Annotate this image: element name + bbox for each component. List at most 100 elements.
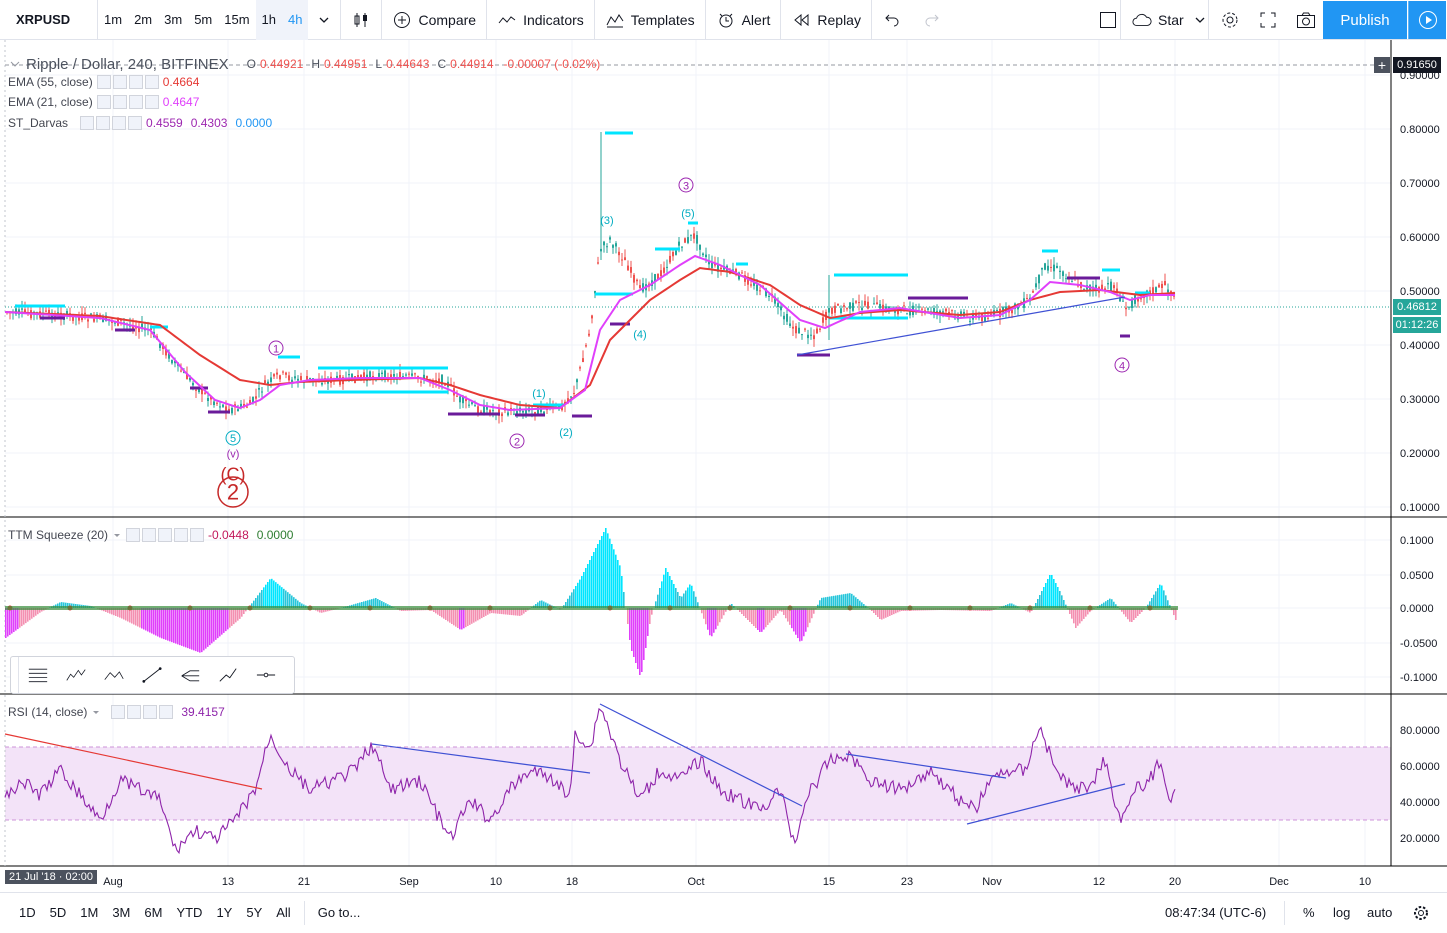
series-title[interactable]: Ripple / Dollar, 240, BITFINEX (26, 56, 229, 73)
candle-body (804, 329, 806, 330)
redo-button[interactable] (912, 0, 952, 40)
squeeze-bar (643, 608, 645, 660)
candle-body (780, 306, 782, 310)
collapse-icon[interactable] (8, 54, 22, 74)
compare-button[interactable]: Compare (382, 0, 486, 40)
timeframe-2m[interactable]: 2m (128, 0, 158, 40)
elliott-correction-tool[interactable] (95, 657, 133, 693)
candle-body (93, 319, 95, 322)
undo-button[interactable] (872, 0, 912, 40)
ema21-label[interactable]: EMA (21, close) (8, 95, 93, 109)
legend-buttons[interactable] (80, 116, 142, 130)
timeframe-4h[interactable]: 4h (282, 0, 308, 40)
chart-style-button[interactable] (341, 0, 381, 40)
range-1y[interactable]: 1Y (209, 893, 239, 933)
range-3m[interactable]: 3M (105, 893, 137, 933)
range-5d[interactable]: 5D (43, 893, 74, 933)
squeeze-bar (133, 608, 135, 625)
symbol-search[interactable]: XRPUSD (0, 0, 98, 40)
squeeze-bar (761, 608, 763, 632)
templates-button[interactable]: Templates (595, 0, 705, 40)
clock[interactable]: 08:47:34 (UTC-6) (1158, 893, 1273, 933)
pitchfork-icon (180, 665, 200, 685)
indicator-wave-icon (497, 10, 517, 30)
play-button[interactable] (1408, 1, 1446, 39)
time-tick-label: 10 (490, 876, 502, 888)
squeeze-bar (7, 608, 9, 637)
range-6m[interactable]: 6M (137, 893, 169, 933)
legend-buttons[interactable] (97, 95, 159, 109)
ema55-label[interactable]: EMA (55, close) (8, 75, 93, 89)
squeeze-bar (187, 608, 189, 648)
horizontal-ray-tool[interactable] (247, 657, 285, 693)
legend-buttons[interactable] (111, 705, 173, 719)
timeframe-1m[interactable]: 1m (98, 0, 128, 40)
legend-buttons[interactable] (126, 528, 204, 542)
timeframe-15m[interactable]: 15m (218, 0, 255, 40)
candle-body (789, 323, 791, 326)
squeeze-bar (671, 580, 673, 608)
chart-canvas[interactable]: 15(v)(C)2(1)2(2)(3)3(5)(4)4 0.900000.800… (0, 40, 1447, 892)
squeeze-bar (229, 608, 231, 628)
squeeze-bar (753, 608, 755, 626)
fib-retracement-tool[interactable] (19, 657, 57, 693)
trendline-tool[interactable] (133, 657, 171, 693)
squeeze-bar (179, 608, 181, 645)
candle-body (246, 407, 248, 408)
path-icon (218, 665, 238, 685)
rsi-label[interactable]: RSI (14, close) (8, 705, 87, 719)
publish-button[interactable]: Publish (1323, 1, 1407, 39)
candle-body (666, 267, 668, 268)
timeframe-1h[interactable]: 1h (256, 0, 282, 40)
legend-buttons[interactable] (97, 75, 159, 89)
squeeze-bar (471, 608, 473, 624)
snapshot-button[interactable] (1286, 0, 1326, 40)
drag-handle[interactable] (11, 657, 19, 693)
candle-body (426, 376, 428, 378)
scale-settings-button[interactable] (1404, 893, 1438, 933)
squeeze-bar (665, 568, 667, 608)
range-ytd[interactable]: YTD (169, 893, 209, 933)
squeeze-bar (235, 608, 237, 622)
percent-scale-toggle[interactable]: % (1296, 893, 1322, 933)
range-1d[interactable]: 1D (12, 893, 43, 933)
price-axes: 0.900000.800000.700000.600000.500000.400… (1400, 70, 1440, 845)
indicators-button[interactable]: Indicators (487, 0, 594, 40)
time-tick-label: 13 (222, 876, 234, 888)
candle-body (492, 410, 494, 411)
log-scale-toggle[interactable]: log (1326, 893, 1357, 933)
candle-body (705, 255, 707, 257)
replay-button[interactable]: Replay (781, 0, 871, 40)
candle-body (678, 242, 680, 246)
path-tool[interactable] (209, 657, 247, 693)
wave-impulse-icon (66, 665, 86, 685)
auto-scale-toggle[interactable]: auto (1360, 893, 1399, 933)
add-alert-plus-button[interactable]: + (1374, 57, 1390, 73)
wave-label: (5) (681, 208, 694, 220)
squeeze-bar (165, 608, 167, 640)
candle-body (873, 303, 875, 304)
timeframe-3m[interactable]: 3m (158, 0, 188, 40)
chevron-down-icon[interactable] (112, 525, 122, 545)
star-button[interactable]: Star (1122, 0, 1220, 40)
range-all[interactable]: All (269, 893, 297, 933)
squeeze-label[interactable]: TTM Squeeze (20) (8, 528, 108, 542)
squeeze-bar (207, 608, 209, 647)
darvas-label[interactable]: ST_Darvas (8, 116, 68, 130)
goto-button[interactable]: Go to... (311, 893, 368, 933)
settings-button[interactable] (1210, 0, 1250, 40)
elliott-impulse-tool[interactable] (57, 657, 95, 693)
chevron-down-icon[interactable] (91, 702, 101, 722)
alert-button[interactable]: Alert (706, 0, 781, 40)
candle-body (1158, 285, 1160, 288)
pitchfork-tool[interactable] (171, 657, 209, 693)
timeframe-dropdown[interactable] (308, 0, 340, 40)
candle-body (1065, 278, 1067, 279)
range-1m[interactable]: 1M (73, 893, 105, 933)
range-5y[interactable]: 5Y (239, 893, 269, 933)
squeeze-bar (795, 608, 797, 635)
fib-lines-icon (28, 665, 48, 685)
timeframe-5m[interactable]: 5m (188, 0, 218, 40)
fullscreen-button[interactable] (1248, 0, 1288, 40)
squeeze-bar (577, 583, 579, 608)
